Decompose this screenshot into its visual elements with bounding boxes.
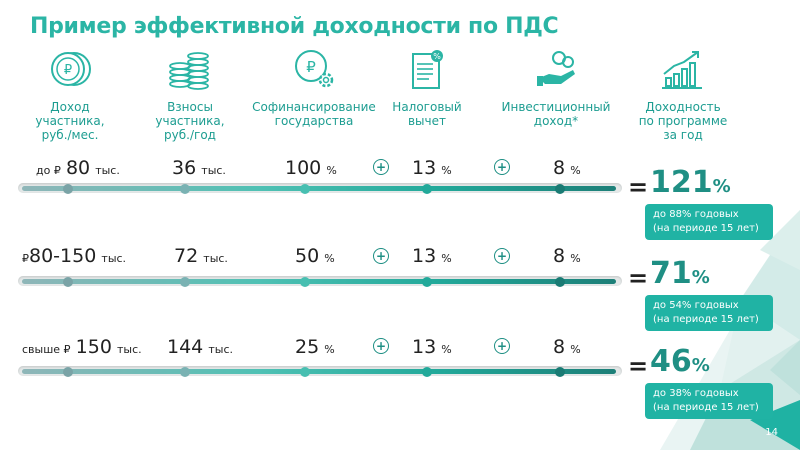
equals-sign: =: [628, 352, 649, 380]
row-1-dot-investment: [555, 184, 565, 194]
plus-icon: +: [373, 159, 389, 175]
row-3-badge: до 38% годовых (на периоде 15 лет): [645, 383, 773, 419]
row-2-dot-investment: [555, 277, 565, 287]
row-3-income: свыше ₽ 150 тыс.: [22, 336, 142, 358]
ruble-gear-icon: ₽: [295, 50, 334, 88]
row-2-dot-cofinancing: [300, 277, 310, 287]
page-title: Пример эффективной доходности по ПДС: [30, 14, 559, 39]
row-3-dot-cofinancing: [300, 367, 310, 377]
row-3-dot-tax: [422, 367, 432, 377]
plus-icon: +: [373, 248, 389, 264]
row-1-dot-cofinancing: [300, 184, 310, 194]
page-number: 14: [765, 427, 778, 438]
row-3-dot-income: [63, 367, 73, 377]
row-2-dot-contributions: [180, 277, 190, 287]
row-1-cofinancing: 100 %: [285, 157, 337, 179]
row-2-contributions: 72 тыс.: [174, 245, 228, 267]
header-annual-yield: Доходность по программе за год: [638, 100, 728, 142]
row-3-dot-contributions: [180, 367, 190, 377]
coin-stacks-icon: [169, 52, 209, 90]
row-3-investment: 8 %: [553, 336, 581, 358]
row-1-contributions: 36 тыс.: [172, 157, 226, 179]
row-1-dot-tax: [422, 184, 432, 194]
row-3-bar: [22, 369, 616, 374]
row-1-dot-income: [63, 184, 73, 194]
header-contributions: Взносы участника, руб./год: [155, 100, 225, 142]
row-1-investment: 8 %: [553, 157, 581, 179]
row-2-dot-tax: [422, 277, 432, 287]
header-investment-income: Инвестиционный доход*: [501, 100, 611, 128]
header-cofinancing: Софинансирование государства: [252, 100, 376, 128]
row-1-badge: до 88% годовых (на периоде 15 лет): [645, 204, 773, 240]
row-3-cofinancing: 25 %: [295, 336, 335, 358]
row-2-bar: [22, 279, 616, 284]
row-3-tax: 13 %: [412, 336, 452, 358]
row-2-dot-income: [63, 277, 73, 287]
row-2-investment: 8 %: [553, 245, 581, 267]
equals-sign: =: [628, 173, 649, 201]
row-2-badge: до 54% годовых (на периоде 15 лет): [645, 295, 773, 331]
row-2-cofinancing: 50 %: [295, 245, 335, 267]
row-1-tax: 13 %: [412, 157, 452, 179]
row-2-income: ₽80-150 тыс.: [22, 245, 127, 267]
plus-icon: +: [373, 338, 389, 354]
header-tax-deduction: Налоговый вычет: [392, 100, 462, 128]
row-2-tax: 13 %: [412, 245, 452, 267]
plus-icon: +: [494, 338, 510, 354]
row-1-income: до ₽ 80 тыс.: [36, 157, 120, 179]
svg-text:%: %: [433, 52, 441, 61]
svg-text:₽: ₽: [64, 63, 72, 78]
svg-text:₽: ₽: [306, 58, 316, 76]
row-1-dot-contributions: [180, 184, 190, 194]
growth-chart-icon: [662, 51, 702, 89]
row-3-result: 46%: [650, 344, 710, 379]
hand-coins-icon: [537, 51, 575, 86]
row-3-contributions: 144 тыс.: [167, 336, 233, 358]
row-1-result: 121%: [650, 165, 731, 200]
row-1-bar: [22, 186, 616, 191]
plus-icon: +: [494, 248, 510, 264]
header-income: Доход участника, руб./мес.: [35, 100, 105, 142]
ruble-coin-icon: ₽: [51, 52, 91, 86]
tax-document-icon: %: [412, 50, 443, 89]
plus-icon: +: [494, 159, 510, 175]
equals-sign: =: [628, 264, 649, 292]
row-3-dot-investment: [555, 367, 565, 377]
row-2-result: 71%: [650, 256, 710, 291]
